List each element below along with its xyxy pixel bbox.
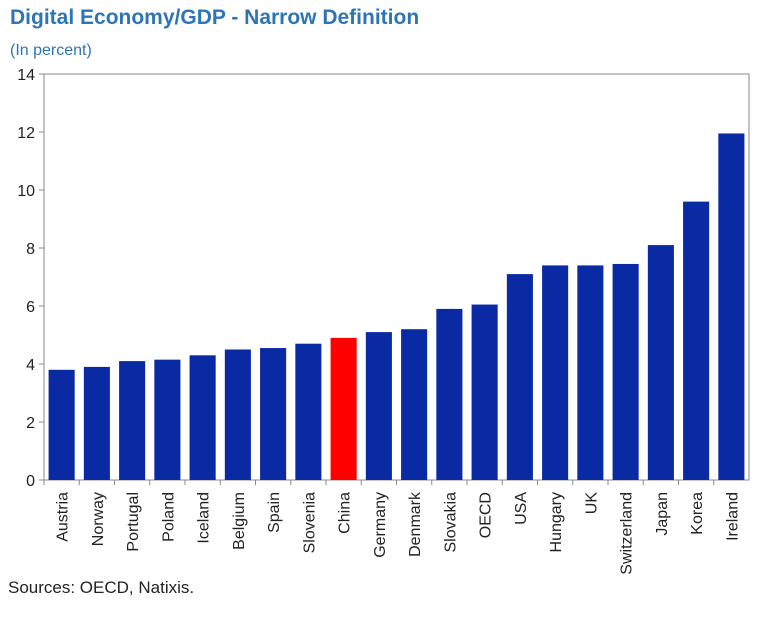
x-category-label: Iceland bbox=[196, 492, 213, 544]
x-category-label: China bbox=[337, 492, 354, 534]
bar-norway bbox=[83, 366, 110, 480]
x-category-label: Norway bbox=[90, 492, 107, 546]
x-category-label: Germany bbox=[372, 492, 389, 558]
x-category-label: Korea bbox=[689, 492, 706, 535]
y-tick-label: 2 bbox=[26, 415, 35, 432]
x-category-label: Ireland bbox=[724, 492, 741, 541]
x-category-label: Hungary bbox=[548, 492, 565, 552]
y-tick-label: 14 bbox=[17, 67, 35, 84]
bar-belgium bbox=[224, 349, 251, 480]
x-category-label: Slovenia bbox=[301, 492, 318, 553]
x-category-label: Austria bbox=[55, 492, 72, 542]
bar-usa bbox=[506, 274, 533, 480]
bar-portugal bbox=[119, 361, 146, 480]
chart-title: Digital Economy/GDP - Narrow Definition bbox=[10, 6, 420, 29]
bar-iceland bbox=[189, 355, 216, 480]
bar-uk bbox=[577, 265, 604, 480]
bar-slovakia bbox=[436, 308, 463, 480]
bar-austria bbox=[48, 369, 75, 480]
y-tick-label: 8 bbox=[26, 241, 35, 258]
bar-slovenia bbox=[295, 343, 322, 480]
bar-germany bbox=[365, 332, 392, 480]
y-tick-label: 10 bbox=[17, 183, 35, 200]
y-tick-label: 6 bbox=[26, 299, 35, 316]
bar-switzerland bbox=[612, 263, 639, 480]
bar-korea bbox=[683, 201, 710, 480]
x-category-label: Portugal bbox=[125, 492, 142, 552]
x-category-label: USA bbox=[513, 492, 530, 525]
x-category-label: UK bbox=[583, 492, 600, 515]
x-category-label: Poland bbox=[160, 492, 177, 542]
x-category-label: Switzerland bbox=[619, 492, 636, 575]
bar-poland bbox=[154, 359, 181, 480]
bar-hungary bbox=[542, 265, 569, 480]
bar-spain bbox=[260, 348, 287, 480]
x-category-label: Slovakia bbox=[442, 492, 459, 553]
x-category-label: Japan bbox=[654, 492, 671, 536]
chart-subtitle: (In percent) bbox=[10, 42, 92, 59]
x-category-label: Belgium bbox=[231, 492, 248, 550]
y-tick-label: 0 bbox=[26, 473, 35, 490]
y-tick-label: 12 bbox=[17, 125, 35, 142]
x-category-label: Spain bbox=[266, 492, 283, 533]
y-tick-label: 4 bbox=[26, 357, 35, 374]
x-category-label: Denmark bbox=[407, 491, 424, 557]
bar-oecd bbox=[471, 304, 498, 480]
bar-china bbox=[330, 337, 357, 480]
plot-frame bbox=[43, 73, 750, 481]
bar-ireland bbox=[718, 133, 745, 480]
bar-denmark bbox=[401, 329, 428, 480]
source-note: Sources: OECD, Natixis. bbox=[8, 578, 195, 597]
x-category-label: OECD bbox=[478, 492, 495, 538]
bar-japan bbox=[647, 245, 674, 480]
